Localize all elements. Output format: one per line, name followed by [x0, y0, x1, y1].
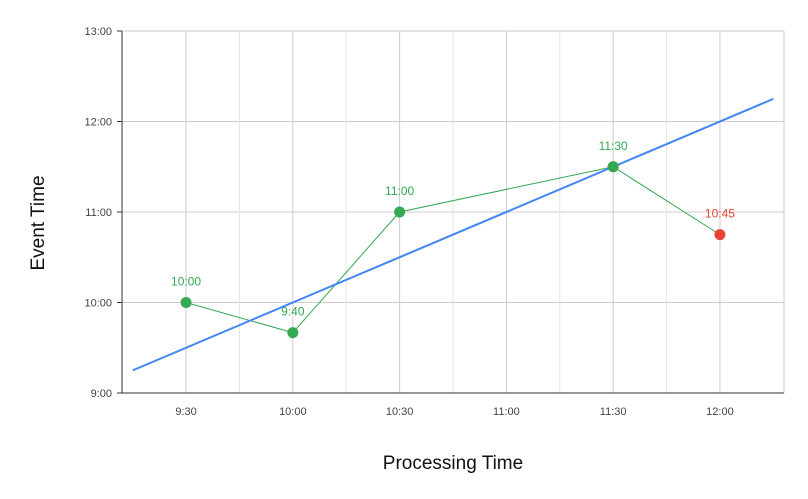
y-tick-labels: 9:00 10:00 11:00 12:00 13:00 — [84, 26, 112, 400]
y-axis-title: Event Time — [28, 175, 49, 270]
y-tick-label: 10:00 — [84, 298, 112, 310]
x-tick-label: 12:00 — [706, 406, 734, 418]
data-label: 11:30 — [599, 139, 628, 153]
y-tick-label: 11:00 — [85, 207, 112, 219]
series-line — [612, 166, 721, 236]
y-tick-label: 9:00 — [91, 388, 112, 400]
x-tick-labels: 9:30 10:00 10:30 11:00 11:30 12:00 — [175, 406, 733, 418]
data-label: 11:00 — [385, 184, 414, 198]
data-labels: 10:00 9:40 11:00 11:30 10:45 — [171, 139, 735, 319]
data-point — [394, 206, 406, 218]
data-label: 9:40 — [281, 305, 305, 319]
data-point — [180, 297, 192, 308]
series-layer — [132, 97, 774, 372]
y-tick-label: 12:00 — [84, 117, 112, 129]
x-tick-label: 9:30 — [175, 406, 196, 418]
data-point — [287, 327, 299, 339]
data-point — [607, 161, 619, 173]
x-tick-label: 11:30 — [600, 406, 627, 418]
data-label: 10:00 — [171, 275, 201, 289]
x-tick-label: 10:30 — [386, 406, 414, 418]
y-tick-label: 13:00 — [84, 26, 112, 38]
gridlines — [122, 30, 785, 394]
series-line — [185, 166, 614, 334]
data-point — [714, 229, 726, 241]
axes — [117, 30, 784, 394]
data-label: 10:45 — [705, 207, 735, 221]
x-tick-label: 10:00 — [279, 406, 307, 418]
x-axis-title: Processing Time — [383, 453, 523, 474]
trend-line — [132, 97, 774, 372]
x-tick-label: 11:00 — [493, 406, 520, 418]
